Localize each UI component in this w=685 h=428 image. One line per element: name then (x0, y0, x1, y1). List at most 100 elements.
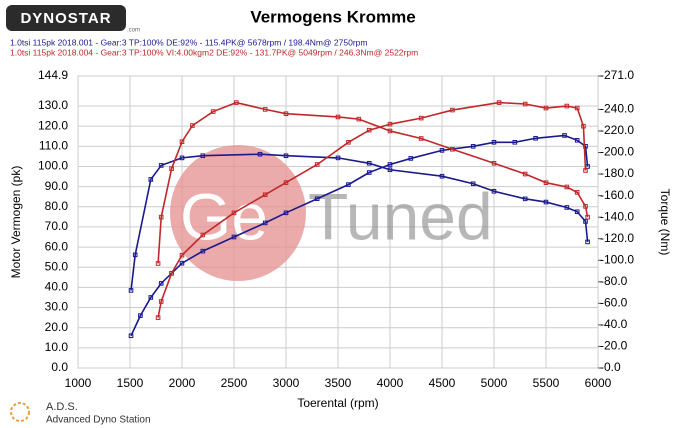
point-marker (155, 261, 161, 266)
footer-title: A.D.S. (46, 401, 78, 413)
y2-tick-label: -100.0 (600, 252, 634, 266)
point-marker (200, 153, 206, 159)
point-marker (564, 103, 570, 109)
y-tick-label: 70.0 (45, 219, 69, 233)
point-marker (522, 171, 528, 177)
point-marker (491, 188, 497, 194)
point-marker (574, 105, 580, 111)
point-marker (346, 182, 351, 187)
point-marker (581, 123, 586, 129)
point-marker (387, 121, 393, 127)
point-marker (366, 170, 372, 175)
y2-tick-label: -180.0 (600, 166, 634, 180)
point-marker (138, 313, 143, 318)
point-marker (158, 299, 164, 304)
series-line (157, 101, 587, 318)
point-marker (283, 153, 289, 159)
y2-tick-label: -60.0 (600, 296, 628, 310)
point-marker (335, 155, 341, 161)
point-marker (564, 205, 570, 210)
point-marker (512, 139, 518, 145)
y-tick-label: 110.0 (39, 139, 68, 153)
point-marker (418, 136, 424, 141)
point-marker (200, 232, 206, 238)
point-marker (179, 155, 185, 161)
point-marker (200, 248, 206, 254)
series-line (157, 101, 589, 264)
y2-tick-label: -200.0 (600, 145, 634, 159)
point-marker (356, 116, 362, 122)
point-marker (522, 101, 528, 107)
x-tick-label: 1000 (65, 376, 92, 390)
point-marker (132, 252, 138, 258)
y2-tick-label: -140.0 (600, 209, 634, 223)
point-marker (262, 192, 268, 197)
y-tick-label: 10.0 (45, 340, 69, 354)
y2-tick-label: -80.0 (600, 274, 628, 288)
point-marker (169, 270, 174, 276)
point-marker (585, 214, 590, 220)
y-tick-label: 144.9 (38, 68, 68, 82)
x-tick-label: 2500 (221, 376, 248, 390)
y2-tick-label: -20.0 (600, 339, 628, 353)
y-tick-label: 80.0 (45, 199, 69, 213)
x-tick-label: 3500 (325, 376, 352, 390)
y2-axis-title: Torque (Nm) (658, 189, 672, 256)
x-tick-label: 6000 (585, 376, 612, 390)
point-marker (387, 167, 393, 173)
logo: DYNOSTAR (20, 10, 111, 27)
point-marker (491, 160, 497, 166)
point-marker (585, 239, 590, 245)
point-marker (543, 180, 549, 185)
point-marker (210, 109, 216, 114)
point-marker (450, 107, 455, 113)
x-tick-label: 4500 (429, 376, 456, 390)
y-tick-label: 30.0 (45, 300, 69, 314)
point-marker (148, 177, 154, 182)
x-tick-label: 1500 (117, 376, 144, 390)
point-marker (543, 105, 549, 111)
point-marker (179, 252, 185, 258)
point-marker (408, 156, 414, 161)
y-tick-label: 130.0 (38, 98, 68, 112)
point-marker (155, 315, 161, 320)
point-marker (387, 162, 393, 167)
chart-title: Vermogens Kromme (250, 7, 415, 26)
x-axis-title: Toerental (rpm) (297, 396, 378, 410)
y-tick-label: 0.0 (51, 360, 68, 374)
point-marker (257, 151, 263, 157)
point-marker (314, 196, 320, 202)
point-marker (158, 163, 164, 168)
logo-suffix: .com (127, 28, 140, 34)
y2-tick-label: -160.0 (600, 188, 634, 202)
footer-subtitle: Advanced Dyno Station (46, 415, 151, 426)
y-tick-label: 20.0 (45, 320, 69, 334)
x-tick-label: 2000 (169, 376, 196, 390)
series-line (130, 153, 589, 291)
point-marker (439, 148, 445, 153)
point-marker (335, 114, 341, 120)
point-marker (583, 168, 588, 173)
x-tick-label: 3000 (273, 376, 300, 390)
point-marker (583, 219, 588, 224)
point-marker (231, 210, 237, 216)
point-marker (574, 137, 580, 143)
legend-entry: 1.0tsi 115pk 2018.004 - Gear:3 TP:100% V… (10, 47, 418, 57)
point-marker (233, 100, 239, 105)
point-marker (231, 234, 237, 240)
point-marker (583, 204, 588, 209)
point-marker (450, 146, 455, 152)
y-tick-label: 120.0 (38, 118, 68, 132)
point-marker (262, 107, 268, 112)
point-marker (562, 133, 567, 138)
y-tick-label: 40.0 (45, 280, 69, 294)
point-marker (522, 196, 528, 202)
y2-tick-label: -0.0 (600, 360, 621, 374)
point-marker (190, 123, 195, 128)
y-tick-label: 60.0 (45, 239, 69, 253)
x-tick-label: 4000 (377, 376, 404, 390)
point-marker (574, 209, 580, 215)
y2-tick-label: -240.0 (600, 102, 634, 116)
point-marker (496, 100, 502, 105)
